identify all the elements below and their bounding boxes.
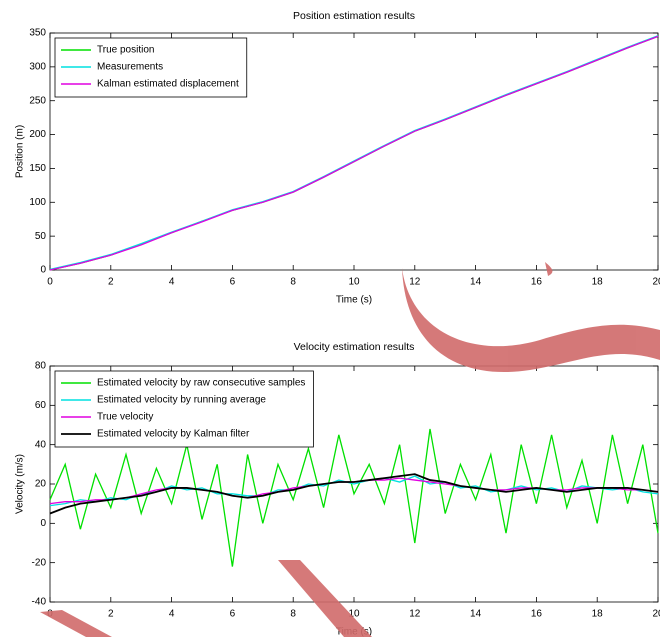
chart-title: Velocity estimation results bbox=[294, 341, 415, 353]
x-tick-label: 20 bbox=[652, 609, 660, 620]
x-tick-label: 12 bbox=[409, 277, 421, 288]
decoration bbox=[40, 262, 660, 637]
y-axis-label: Position (m) bbox=[15, 125, 26, 178]
legend: True position Measurements Kalman estimate… bbox=[54, 37, 248, 98]
x-tick-label: 10 bbox=[348, 609, 360, 620]
y-tick-label: 0 bbox=[40, 518, 46, 529]
y-tick-label: 100 bbox=[29, 197, 46, 208]
y-tick-label: -20 bbox=[32, 557, 47, 568]
x-tick-label: 2 bbox=[108, 277, 114, 288]
series-line bbox=[49, 35, 659, 271]
subplot: Position estimation results Time (s) Posit… bbox=[15, 10, 660, 306]
y-tick-label: 60 bbox=[35, 400, 47, 411]
x-tick-label: 6 bbox=[230, 609, 236, 620]
y-tick-label: 20 bbox=[35, 479, 47, 490]
y-tick-label: 150 bbox=[29, 163, 46, 174]
x-tick-label: 14 bbox=[470, 609, 482, 620]
series-line bbox=[49, 428, 659, 567]
x-tick-label: 4 bbox=[169, 609, 175, 620]
y-tick-label: 350 bbox=[29, 28, 46, 39]
x-tick-label: 8 bbox=[290, 277, 296, 288]
x-tick-label: 18 bbox=[592, 609, 604, 620]
y-tick-label: 80 bbox=[35, 361, 47, 372]
x-tick-label: 10 bbox=[348, 277, 360, 288]
legend-label: True velocity bbox=[97, 412, 153, 423]
x-tick-label: 12 bbox=[409, 609, 421, 620]
x-tick-label: 18 bbox=[592, 277, 604, 288]
y-tick-label: -40 bbox=[32, 597, 47, 608]
x-tick-label: 4 bbox=[169, 277, 175, 288]
x-tick-label: 0 bbox=[47, 277, 53, 288]
chart-title: Position estimation results bbox=[293, 10, 415, 22]
legend-label: Estimated velocity by Kalman filter bbox=[97, 429, 250, 440]
y-axis-label: Velocity (m/s) bbox=[15, 454, 26, 514]
legend-label: True position bbox=[97, 45, 154, 56]
series-line bbox=[49, 473, 659, 515]
legend: Estimated velocity by raw consecutive sa… bbox=[54, 370, 314, 448]
x-tick-label: 14 bbox=[470, 277, 482, 288]
y-tick-label: 50 bbox=[35, 231, 47, 242]
legend-label: Kalman estimated displacement bbox=[97, 79, 239, 90]
x-tick-label: 16 bbox=[531, 609, 543, 620]
y-tick-label: 200 bbox=[29, 129, 46, 140]
x-tick-label: 6 bbox=[230, 277, 236, 288]
y-tick-label: 300 bbox=[29, 61, 46, 72]
x-axis-label: Time (s) bbox=[336, 295, 372, 306]
series-line bbox=[49, 475, 659, 507]
legend-label: Estimated velocity by running average bbox=[97, 395, 266, 406]
x-tick-label: 16 bbox=[531, 277, 543, 288]
x-tick-label: 8 bbox=[290, 609, 296, 620]
legend-box bbox=[54, 370, 314, 448]
legend-label: Measurements bbox=[97, 62, 163, 73]
y-tick-label: 40 bbox=[35, 439, 47, 450]
y-tick-label: 0 bbox=[40, 265, 46, 276]
y-tick-label: 250 bbox=[29, 95, 46, 106]
x-tick-label: 20 bbox=[652, 277, 660, 288]
x-tick-label: 2 bbox=[108, 609, 114, 620]
legend-label: Estimated velocity by raw consecutive sa… bbox=[97, 378, 305, 389]
